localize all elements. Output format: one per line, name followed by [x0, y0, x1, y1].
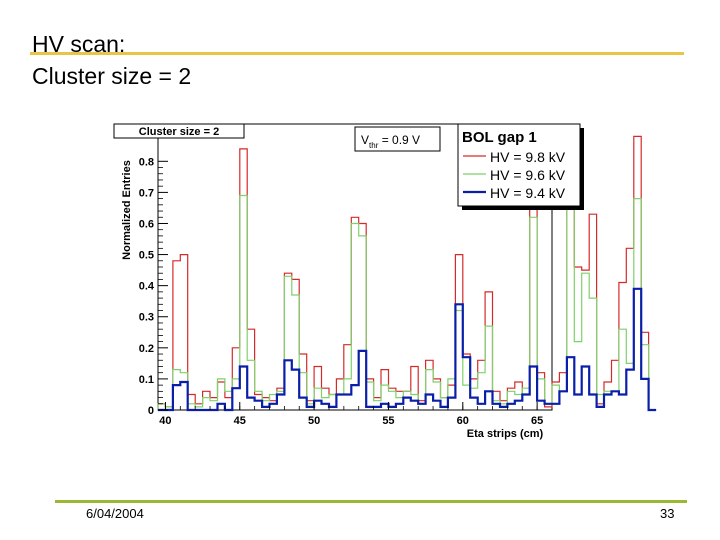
- legend-label: HV = 9.8 kV: [490, 149, 566, 165]
- threshold-annotation: Vthr = 0.9 V: [361, 133, 420, 150]
- x-tick-label: 60: [457, 415, 469, 427]
- threshold-sub: thr: [369, 141, 379, 150]
- x-tick-label: 40: [159, 415, 171, 427]
- x-axis-label: Eta strips (cm): [467, 428, 544, 440]
- threshold-main: V: [361, 133, 369, 147]
- chart-title: Cluster size = 2: [139, 126, 219, 138]
- y-tick-label: 0: [148, 405, 154, 417]
- y-tick-label: 0.6: [139, 218, 154, 230]
- y-tick-label: 0.7: [139, 187, 154, 199]
- x-tick-label: 50: [308, 415, 320, 427]
- x-tick-label: 65: [531, 415, 543, 427]
- chart-title-box: [113, 123, 245, 139]
- footer-page-number: 33: [660, 506, 675, 521]
- series-line-3: [158, 287, 657, 412]
- y-tick-label: 0.5: [139, 250, 154, 262]
- y-tick-label: 0.8: [139, 156, 154, 168]
- legend-label: HV = 9.6 kV: [490, 167, 566, 183]
- legend-label: HV = 9.4 kV: [490, 185, 566, 201]
- footer-date: 6/04/2004: [86, 506, 144, 521]
- slide-title: HV scan: Cluster size = 2: [32, 28, 191, 92]
- y-axis-label: Normalized Entries: [121, 160, 133, 260]
- x-tick-label: 45: [234, 415, 246, 427]
- axis-layer: 0 0.1 0.2 0.3 0.4 0.5 0.6 0.7 0.8 40 45 50 55 60 65: [139, 156, 544, 427]
- legend-entries: HV = 9.8 kV HV = 9.6 kV HV = 9.4 kV: [463, 149, 566, 201]
- legend-title: BOL gap 1: [462, 129, 537, 146]
- y-tick-label: 0.4: [139, 281, 155, 293]
- x-tick-label: 55: [382, 415, 394, 427]
- y-tick-label: 0.2: [139, 343, 154, 355]
- slide-title-line-2: Cluster size = 2: [32, 63, 192, 89]
- title-rule: [30, 52, 684, 55]
- y-tick-label: 0.1: [139, 374, 154, 386]
- y-tick-label: 0.3: [139, 312, 154, 324]
- threshold-box: [354, 126, 441, 152]
- threshold-rest: = 0.9 V: [378, 133, 420, 147]
- footer-rule: [55, 500, 687, 503]
